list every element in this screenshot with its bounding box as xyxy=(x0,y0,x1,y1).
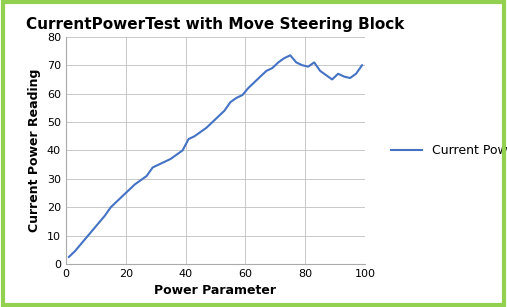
Y-axis label: Current Power Reading: Current Power Reading xyxy=(28,69,42,232)
Current Power xyxy=(186,137,192,141)
Current Power xyxy=(143,174,150,178)
Current Power xyxy=(198,130,204,134)
Current Power xyxy=(138,178,144,182)
Current Power xyxy=(299,63,305,67)
Current Power xyxy=(102,214,108,218)
Current Power xyxy=(263,69,269,73)
Current Power xyxy=(66,255,72,259)
Current Power xyxy=(120,194,126,198)
Current Power xyxy=(209,120,215,124)
Current Power xyxy=(203,126,209,130)
Current Power xyxy=(126,188,132,192)
Current Power xyxy=(78,242,84,246)
Current Power xyxy=(156,163,162,166)
Current Power xyxy=(281,56,287,60)
Current Power xyxy=(293,60,299,64)
Current Power xyxy=(192,134,198,138)
Current Power xyxy=(107,205,114,209)
Current Power xyxy=(96,221,102,225)
Current Power xyxy=(269,66,275,70)
Current Power xyxy=(311,60,317,64)
Current Power xyxy=(179,149,186,152)
Current Power xyxy=(227,100,233,104)
X-axis label: Power Parameter: Power Parameter xyxy=(155,285,276,297)
Current Power xyxy=(233,96,239,100)
Current Power xyxy=(317,69,323,73)
Current Power xyxy=(132,183,138,186)
Current Power xyxy=(167,157,173,161)
Legend: Current Power: Current Power xyxy=(386,139,507,162)
Current Power xyxy=(245,86,251,90)
Current Power xyxy=(222,109,228,112)
Current Power xyxy=(353,72,359,76)
Current Power xyxy=(215,115,222,118)
Current Power xyxy=(239,93,245,97)
Current Power xyxy=(150,165,156,169)
Current Power xyxy=(84,235,90,239)
Current Power xyxy=(359,63,365,67)
Current Power xyxy=(114,200,120,203)
Current Power xyxy=(90,228,96,232)
Current Power xyxy=(257,75,264,78)
Current Power xyxy=(335,72,341,76)
Current Power xyxy=(347,76,353,80)
Current Power xyxy=(162,160,168,164)
Current Power xyxy=(305,65,311,68)
Current Power xyxy=(341,75,347,78)
Current Power xyxy=(251,80,258,84)
Title: CurrentPowerTest with Move Steering Block: CurrentPowerTest with Move Steering Bloc… xyxy=(26,17,405,32)
Current Power xyxy=(173,153,179,157)
Current Power xyxy=(323,73,329,77)
Current Power xyxy=(275,60,281,64)
Line: Current Power: Current Power xyxy=(69,55,362,257)
Current Power xyxy=(72,249,78,253)
Current Power xyxy=(329,78,335,81)
Current Power xyxy=(287,53,293,57)
